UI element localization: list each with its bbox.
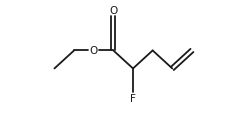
Text: O: O [109, 6, 118, 16]
Text: F: F [130, 93, 136, 103]
Text: O: O [90, 46, 98, 56]
